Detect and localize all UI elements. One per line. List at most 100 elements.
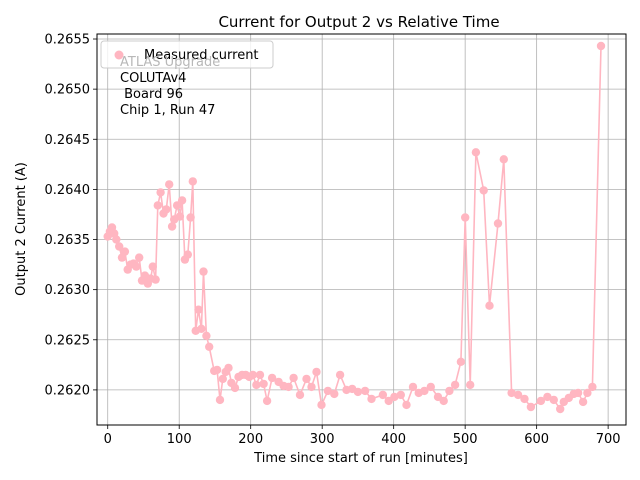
y-axis-label: Output 2 Current (A)	[14, 162, 29, 296]
annotation-line-1: COLUTAv4	[120, 71, 186, 86]
x-tick-label: 400	[381, 432, 406, 447]
data-point	[262, 396, 272, 406]
annotation-line-3: Chip 1, Run 47	[120, 103, 215, 118]
data-point	[205, 342, 214, 351]
data-point	[556, 404, 565, 414]
data-point	[267, 373, 277, 383]
x-tick-label: 500	[453, 432, 478, 447]
data-point	[507, 388, 516, 398]
legend-box	[100, 40, 274, 69]
data-point	[153, 201, 162, 210]
data-point	[194, 305, 203, 314]
y-tick-label: 0.2645	[45, 133, 91, 148]
data-point	[224, 363, 233, 373]
chart-title: Current for Output 2 vs Relative Time	[218, 13, 499, 31]
data-point	[252, 380, 261, 390]
x-axis-label: Time since start of run [minutes]	[253, 451, 468, 466]
data-point	[151, 275, 160, 284]
data-point	[156, 188, 165, 197]
data-point	[330, 389, 339, 399]
data-point	[485, 301, 494, 310]
data-point	[549, 395, 558, 405]
data-point	[284, 382, 293, 392]
data-point	[289, 373, 298, 383]
data-point	[202, 331, 211, 340]
data-point	[461, 213, 470, 222]
data-point	[456, 357, 466, 366]
data-point	[177, 196, 187, 205]
data-point	[215, 395, 225, 405]
y-tick-label: 0.2650	[45, 83, 91, 98]
y-tick-label: 0.2640	[45, 183, 91, 198]
data-point	[120, 247, 130, 256]
series-points	[103, 41, 606, 414]
data-point	[450, 380, 460, 390]
data-point	[167, 222, 177, 231]
data-point	[526, 402, 536, 412]
y-tick-label: 0.2655	[45, 33, 91, 48]
x-tick-label: 600	[524, 432, 549, 447]
data-point	[112, 235, 121, 244]
data-point	[307, 382, 316, 392]
annotation-line-2: Board 96	[120, 87, 183, 102]
data-point	[317, 400, 326, 410]
legend-marker	[114, 50, 124, 60]
data-point	[367, 394, 376, 404]
data-point	[466, 380, 475, 390]
data-point	[378, 390, 388, 400]
data-point	[583, 388, 592, 398]
data-point	[295, 390, 305, 400]
data-point	[165, 180, 174, 189]
data-point	[135, 253, 144, 262]
data-point	[471, 148, 481, 157]
data-point	[115, 242, 124, 251]
data-point	[420, 386, 429, 396]
legend-label: Measured current	[144, 48, 259, 63]
data-point	[439, 396, 448, 406]
data-point	[259, 379, 268, 389]
data-point	[199, 267, 208, 276]
data-point	[323, 386, 333, 396]
data-point	[390, 392, 399, 402]
data-point	[255, 370, 265, 380]
y-tick-label: 0.2630	[45, 283, 91, 298]
data-point	[188, 177, 197, 186]
data-point	[543, 392, 552, 402]
plot-frame	[96, 33, 627, 426]
data-point	[426, 382, 435, 392]
data-point	[513, 390, 523, 400]
grid	[97, 34, 626, 425]
y-axis-ticks: 0.2620 0.2625 0.2630 0.2635 0.2640 0.2645 0.26…	[45, 33, 97, 398]
data-point	[186, 213, 195, 222]
data-point	[302, 374, 311, 384]
data-point	[479, 186, 488, 195]
data-point	[132, 262, 141, 271]
x-tick-label: 0	[104, 432, 112, 447]
data-point	[536, 396, 546, 406]
data-point	[445, 386, 454, 396]
data-point	[573, 388, 583, 398]
data-point	[312, 367, 321, 377]
watermark-text: ATLAS Upgrade	[120, 55, 220, 70]
data-point	[353, 387, 363, 397]
data-point	[588, 382, 597, 392]
data-point	[493, 219, 503, 228]
y-tick-label: 0.2625	[45, 333, 91, 348]
x-tick-label: 700	[596, 432, 621, 447]
data-point	[499, 155, 508, 164]
x-axis-ticks: 0 100 200 300 400 500 600 700	[104, 425, 621, 447]
data-point	[578, 397, 588, 407]
y-tick-label: 0.2620	[45, 383, 91, 398]
data-point	[175, 212, 185, 221]
data-point	[596, 41, 606, 51]
x-tick-label: 200	[238, 432, 263, 447]
data-point	[335, 370, 345, 380]
data-point	[402, 400, 411, 410]
data-point	[197, 324, 206, 333]
data-point	[360, 386, 370, 396]
x-tick-label: 300	[310, 432, 335, 447]
data-point	[408, 382, 418, 392]
data-point	[212, 365, 222, 375]
data-point	[248, 370, 257, 380]
